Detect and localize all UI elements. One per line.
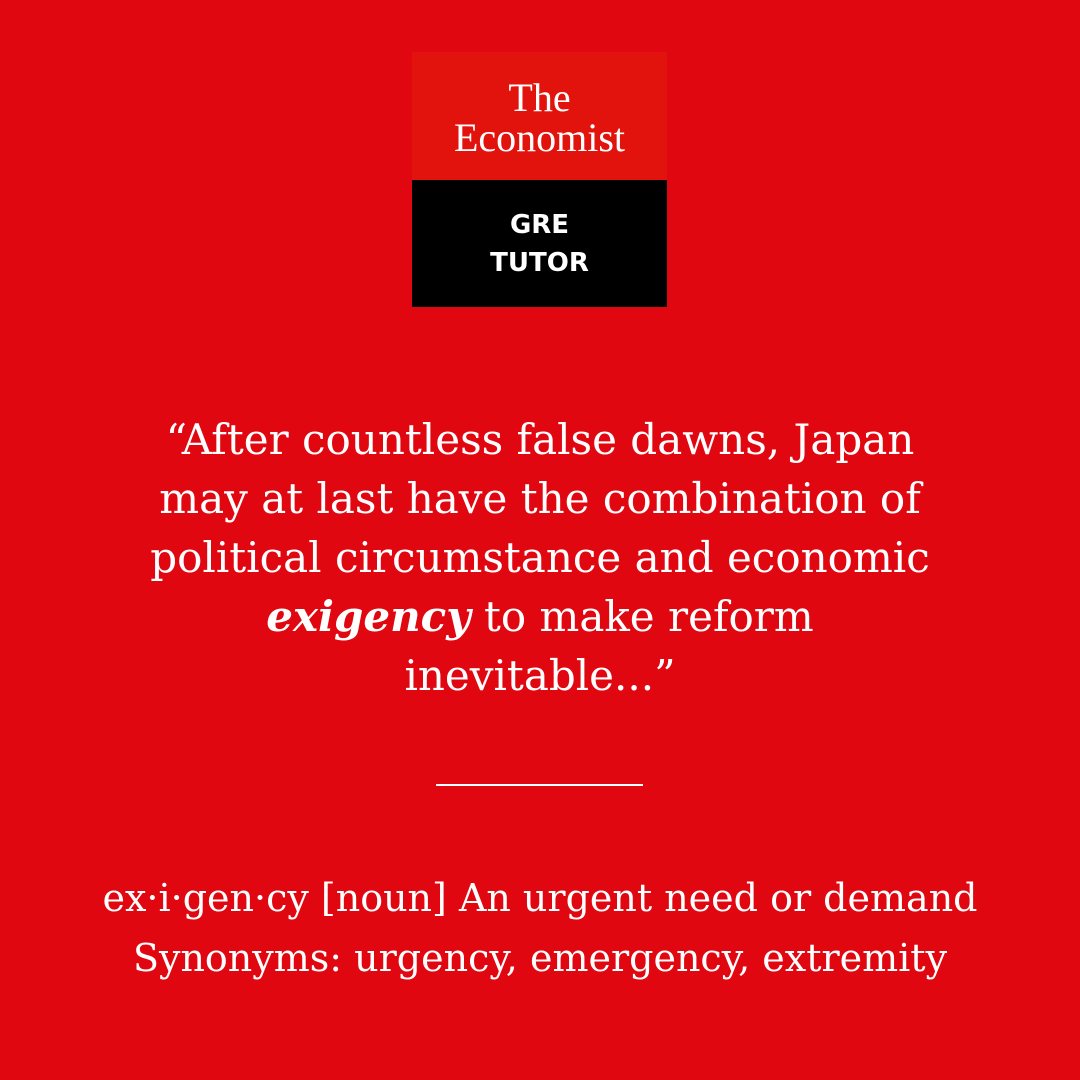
quote-text: “After countless false dawns, Japan may … <box>100 410 980 705</box>
quote-line-4-rest: to make reform <box>470 592 814 641</box>
divider-line <box>436 784 643 786</box>
logo-subtitle-block: GRE TUTOR <box>412 180 667 307</box>
definition-entry: ex·i·gen·cy [noun] An urgent need or dem… <box>102 876 978 920</box>
quote-line-1: “After countless false dawns, Japan <box>165 415 915 464</box>
economist-gre-tutor-logo: The Economist GRE TUTOR <box>412 52 667 307</box>
quote-line-2: may at last have the combination of <box>159 474 921 523</box>
definition-synonyms: Synonyms: urgency, emergency, extremity <box>132 936 948 980</box>
quote-line-4: exigency to make reform <box>100 587 980 646</box>
quote-line-5: inevitable...” <box>404 651 676 700</box>
quote-keyword: exigency <box>266 592 471 641</box>
logo-subtitle-line1: GRE <box>509 209 570 240</box>
logo-brand-line1: The <box>508 75 571 120</box>
logo-brand-line2: Economist <box>453 115 626 160</box>
definition-block: ex·i·gen·cy [noun] An urgent need or dem… <box>60 868 1020 988</box>
logo-subtitle-line2: TUTOR <box>490 247 589 278</box>
quote-line-3: political circumstance and economic <box>150 533 930 582</box>
logo-brand-block: The Economist <box>412 52 667 180</box>
